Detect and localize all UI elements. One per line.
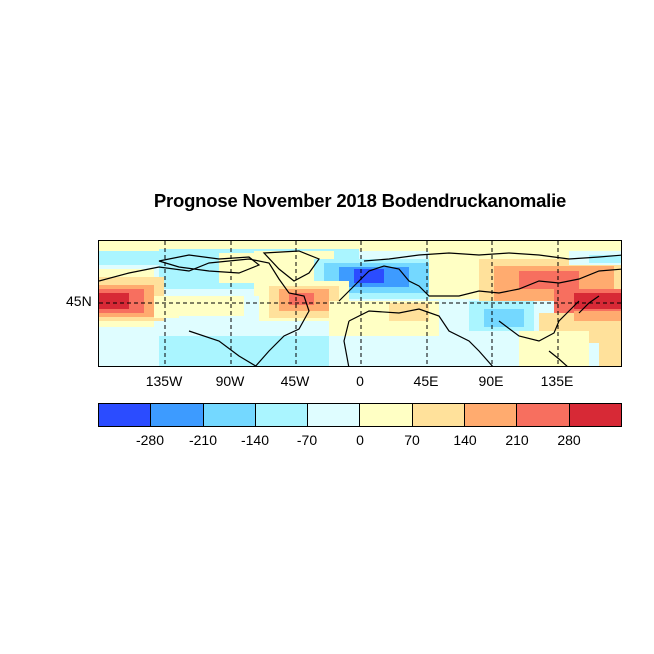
lon-label-0: 0 xyxy=(356,373,364,389)
colorbar-label: 0 xyxy=(356,432,364,448)
anomaly-field xyxy=(99,241,621,366)
lon-label-90w: 90W xyxy=(215,373,245,389)
colorbar-label: -210 xyxy=(188,432,218,448)
colorbar-label: -140 xyxy=(240,432,270,448)
colorbar-cell xyxy=(517,404,570,426)
colorbar-label: -70 xyxy=(296,432,318,448)
colorbar-label: 210 xyxy=(505,432,529,448)
lon-label-45e: 45E xyxy=(413,373,439,389)
colorbar xyxy=(98,403,622,427)
colorbar-cell xyxy=(465,404,518,426)
map-panel xyxy=(98,240,622,367)
colorbar-cell xyxy=(203,404,256,426)
coastlines xyxy=(99,250,621,366)
chart-title: Prognose November 2018 Bodendruckanomali… xyxy=(153,190,567,211)
lat-label-45n: 45N xyxy=(66,293,92,309)
lon-label-135w: 135W xyxy=(145,373,183,389)
colorbar-cell xyxy=(151,404,204,426)
colorbar-cell xyxy=(255,404,309,426)
colorbar-cell xyxy=(360,404,413,426)
colorbar-cell xyxy=(99,404,152,426)
lon-label-45w: 45W xyxy=(280,373,310,389)
colorbar-label: 280 xyxy=(557,432,581,448)
colorbar-cell xyxy=(569,404,621,426)
colorbar-label: -280 xyxy=(135,432,165,448)
colorbar-label: 70 xyxy=(404,432,420,448)
lon-label-90e: 90E xyxy=(478,373,504,389)
lon-label-135e: 135E xyxy=(540,373,574,389)
colorbar-cell xyxy=(412,404,466,426)
colorbar-label: 140 xyxy=(453,432,477,448)
colorbar-cell xyxy=(308,404,361,426)
